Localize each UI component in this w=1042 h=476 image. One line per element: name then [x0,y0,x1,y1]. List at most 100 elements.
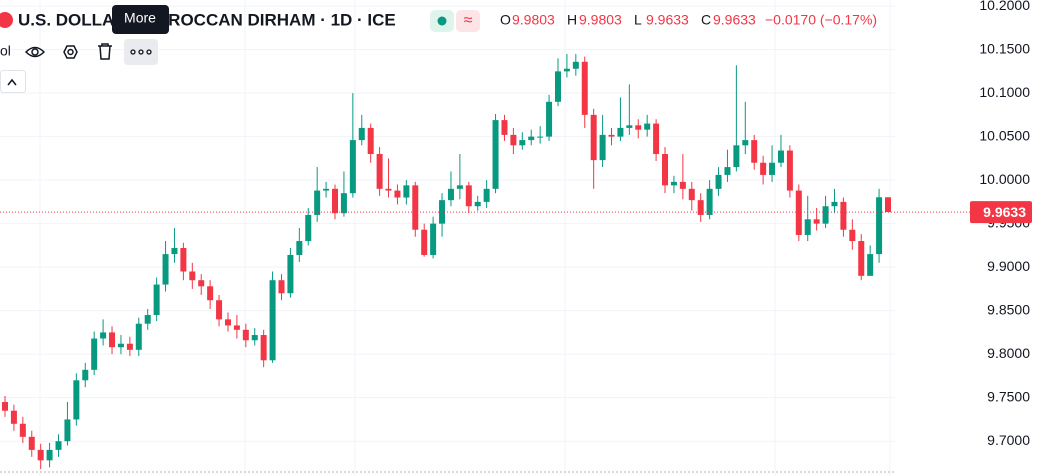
price-axis: 10.200010.150010.100010.050010.00009.950… [970,0,1032,448]
candle [831,188,838,214]
candle-body [474,201,481,207]
logo [0,12,13,28]
candle-body [91,338,98,370]
candle [224,312,231,332]
candle-body [795,190,802,235]
settings-icon[interactable] [63,45,78,59]
candle-body [546,101,553,137]
candle-body [340,193,347,214]
ohlc-legend: O 9.9803 H 9.9803 L 9.9633 C 9.9633 −0.0170 (−0.… [500,12,877,28]
candle-body [126,343,133,350]
candle [662,147,669,194]
candle [439,193,446,237]
candle [786,145,793,198]
candle [171,227,178,263]
candle-body [314,190,321,215]
candle-body [412,185,419,230]
candle [412,181,419,237]
candle-body [73,380,80,420]
candle-body [242,329,249,341]
candle-body [349,140,356,194]
candle [269,271,276,363]
candle [876,188,883,263]
delay-icon: ≈ [464,12,473,29]
candle-body [171,248,178,255]
status-dot [437,16,447,26]
delete-icon[interactable] [98,43,112,60]
candle-body [724,167,731,175]
candle [447,171,454,207]
candle [563,53,570,78]
candle [73,373,80,426]
candle [644,114,651,137]
candle-body [189,271,196,281]
candle [64,402,71,446]
candle-body [840,201,847,230]
candle [465,181,472,214]
candle-body [786,150,793,191]
candle-body [876,197,883,255]
candle [867,245,874,276]
candle [233,315,240,339]
y-tick-label: 10.2000 [979,0,1030,13]
candle-body [769,162,776,175]
collapse-icon [7,78,17,86]
y-tick-label: 10.0500 [979,127,1030,143]
candle [403,180,410,205]
candle [358,114,365,146]
candle-body [653,123,660,155]
candle-body [198,280,205,287]
candle-body [492,120,499,189]
candle [82,362,89,388]
candle-body [563,68,570,72]
candle-body [706,188,713,215]
more-button[interactable] [124,39,158,65]
candle-body [733,145,740,168]
candle [340,171,347,217]
candle [456,154,463,200]
candle-body [760,162,767,175]
candle [287,248,294,298]
candle [510,127,517,155]
candle [55,434,62,457]
tooltip-box [112,5,169,34]
candle-body [447,188,454,201]
candle [251,328,258,346]
candle-body [46,449,53,461]
candle-body [430,223,437,255]
y-tick-label: 9.8000 [987,345,1030,361]
candle-body [287,254,294,294]
candle-body [367,127,374,155]
candle [332,184,339,220]
candle [216,294,223,327]
candle [260,329,267,368]
candle [483,180,490,208]
eye-icon[interactable] [24,46,46,58]
candle-body [135,323,142,350]
candle-body [305,214,312,242]
candle-body [599,134,606,161]
last-price-label: 9.9633 [983,204,1026,220]
candle-body [662,154,669,186]
candle-body [10,410,17,424]
candle [430,216,437,259]
candle-body [867,254,874,276]
candle [742,101,749,155]
candle-body [751,140,758,163]
grid [0,0,895,476]
candle-body [37,449,44,461]
candle-body [679,181,686,189]
candle [153,277,160,322]
candle-body [858,241,865,276]
candle [37,443,44,470]
candle-body [323,188,330,191]
candle [492,113,499,194]
candle-body [82,369,89,381]
y-tick-label: 10.0000 [979,171,1030,187]
change-value: −0.0170 (−0.17%) [765,12,877,28]
ohlc-value: 9.9633 [646,12,689,28]
candle-body [670,181,677,186]
candle [323,181,330,198]
candle [2,395,8,417]
